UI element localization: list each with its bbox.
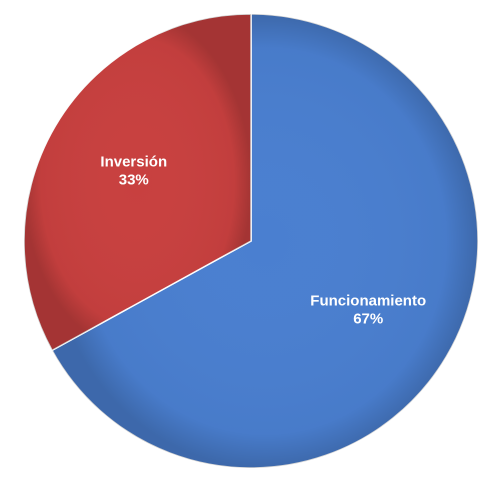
value-label: 33% bbox=[119, 172, 149, 189]
category-label: Funcionamiento bbox=[310, 292, 426, 309]
category-label: Inversión bbox=[100, 154, 167, 171]
value-label: 67% bbox=[353, 310, 383, 327]
